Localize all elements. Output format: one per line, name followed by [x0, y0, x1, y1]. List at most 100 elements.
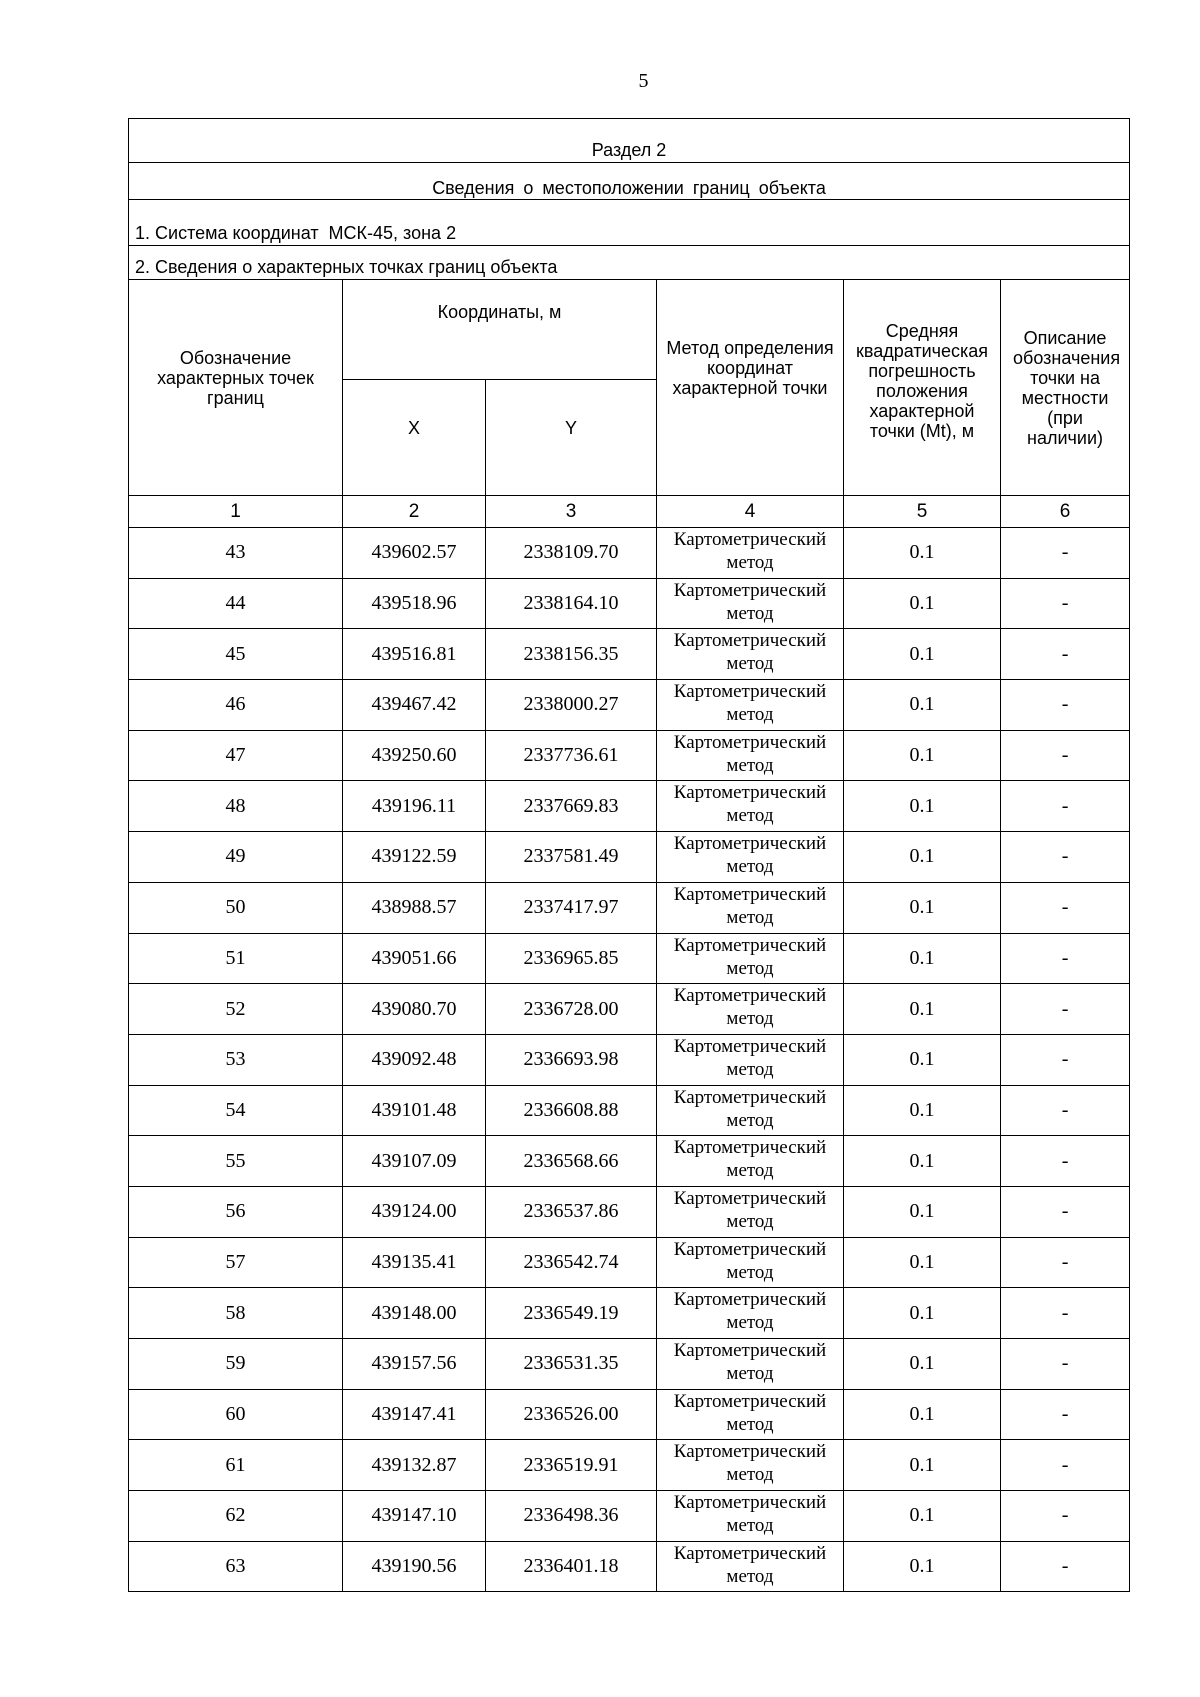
description-cell: - — [999, 1388, 1131, 1441]
boundary-points-table: Раздел 2 Сведения о местоположении грани… — [127, 118, 1131, 1593]
table-row: 59 439157.56 2336531.35 Картометрический ме… — [128, 1338, 1131, 1390]
method-text: Картометрический метод — [673, 681, 827, 726]
table-row: 48 439196.11 2337669.83 Картометрический ме… — [128, 780, 1131, 833]
method-cell: Картометрический метод — [656, 1185, 844, 1238]
method-cell: Картометрический метод — [656, 1540, 844, 1593]
description-cell: - — [999, 1287, 1131, 1339]
coord-x-cell: 439107.09 — [342, 1135, 486, 1187]
section-subtitle: Сведения о местоположении границ объекта — [127, 162, 1131, 200]
table-row: 54 439101.48 2336608.88 Картометрический ме… — [128, 1084, 1131, 1137]
method-text: Картометрический метод — [673, 529, 827, 573]
method-cell: Картометрический метод — [656, 780, 844, 833]
coord-y-cell: 2338000.27 — [485, 679, 657, 731]
header-designation: Обозначение характерных точек границ — [128, 279, 343, 496]
table-row: 58 439148.00 2336549.19 Картометрический ме… — [128, 1287, 1131, 1339]
coord-x-cell: 439132.87 — [342, 1439, 486, 1492]
method-text: Картометрический метод — [673, 985, 827, 1030]
method-cell: Картометрический метод — [656, 628, 844, 681]
method-cell: Картометрический метод — [656, 1236, 844, 1289]
coord-y-cell: 2336519.91 — [485, 1439, 657, 1492]
description-cell: - — [999, 983, 1131, 1035]
method-cell: Картометрический метод — [656, 679, 844, 731]
method-cell: Картометрический метод — [656, 1135, 844, 1187]
point-id-cell: 51 — [128, 932, 343, 985]
accuracy-cell: 0.1 — [843, 831, 1001, 883]
accuracy-cell: 0.1 — [843, 881, 1001, 934]
method-text: Картометрический метод — [673, 1035, 827, 1080]
coord-y-cell: 2337417.97 — [485, 881, 657, 934]
point-id-cell: 44 — [128, 577, 343, 630]
coord-y-cell: 2336965.85 — [485, 932, 657, 985]
method-text: Картометрический метод — [673, 1238, 827, 1283]
method-text: Картометрический метод — [673, 630, 827, 675]
accuracy-cell: 0.1 — [843, 729, 1001, 782]
coord-x-cell: 439101.48 — [342, 1084, 486, 1137]
coord-x-cell: 439135.41 — [342, 1236, 486, 1289]
point-id-cell: 47 — [128, 729, 343, 782]
table-row: 57 439135.41 2336542.74 Картометрический ме… — [128, 1236, 1131, 1289]
point-id-cell: 56 — [128, 1185, 343, 1238]
method-cell: Картометрический метод — [656, 1388, 844, 1441]
points-heading: 2. Сведения о характерных точках границ … — [127, 245, 1131, 280]
accuracy-cell: 0.1 — [843, 1388, 1001, 1441]
coord-y-cell: 2336498.36 — [485, 1490, 657, 1542]
method-text: Картометрический метод — [673, 1492, 827, 1537]
method-text: Картометрический метод — [673, 883, 827, 928]
accuracy-cell: 0.1 — [843, 1236, 1001, 1289]
coord-y-cell: 2338109.70 — [485, 527, 657, 579]
description-cell: - — [999, 831, 1131, 883]
table-row: 47 439250.60 2337736.61 Картометрический ме… — [128, 729, 1131, 782]
table-row: 51 439051.66 2336965.85 Картометрический ме… — [128, 932, 1131, 985]
method-text: Картометрический метод — [673, 782, 827, 827]
point-id-cell: 54 — [128, 1084, 343, 1137]
method-cell: Картометрический метод — [656, 1338, 844, 1390]
coord-y-cell: 2336549.19 — [485, 1287, 657, 1339]
point-id-cell: 63 — [128, 1540, 343, 1593]
coord-x-cell: 439190.56 — [342, 1540, 486, 1593]
description-cell: - — [999, 628, 1131, 681]
coord-y-cell: 2336568.66 — [485, 1135, 657, 1187]
coord-x-cell: 439147.41 — [342, 1388, 486, 1441]
point-id-cell: 57 — [128, 1236, 343, 1289]
method-cell: Картометрический метод — [656, 831, 844, 883]
description-cell: - — [999, 729, 1131, 782]
coord-y-cell: 2336728.00 — [485, 983, 657, 1035]
method-cell: Картометрический метод — [656, 527, 844, 579]
coord-x-cell: 439080.70 — [342, 983, 486, 1035]
accuracy-cell: 0.1 — [843, 1439, 1001, 1492]
column-number: 1 — [128, 495, 343, 528]
method-text: Картометрический метод — [673, 1086, 827, 1131]
coord-y-cell: 2338156.35 — [485, 628, 657, 681]
method-cell: Картометрический метод — [656, 983, 844, 1035]
coord-x-cell: 439051.66 — [342, 932, 486, 985]
coord-y-cell: 2336526.00 — [485, 1388, 657, 1441]
coord-y-cell: 2336608.88 — [485, 1084, 657, 1137]
coord-y-cell: 2337669.83 — [485, 780, 657, 833]
accuracy-cell: 0.1 — [843, 932, 1001, 985]
coord-y-cell: 2337736.61 — [485, 729, 657, 782]
coord-x-cell: 439147.10 — [342, 1490, 486, 1542]
page-number: 5 — [638, 70, 649, 92]
table-row: 56 439124.00 2336537.86 Картометрический ме… — [128, 1185, 1131, 1238]
point-id-cell: 43 — [128, 527, 343, 579]
point-id-cell: 61 — [128, 1439, 343, 1492]
coord-x-cell: 439518.96 — [342, 577, 486, 630]
description-cell: - — [999, 679, 1131, 731]
table-row: 60 439147.41 2336526.00 Картометрический ме… — [128, 1388, 1131, 1441]
coord-y-cell: 2338164.10 — [485, 577, 657, 630]
point-id-cell: 62 — [128, 1490, 343, 1542]
coord-y-cell: 2337581.49 — [485, 831, 657, 883]
method-cell: Картометрический метод — [656, 1033, 844, 1086]
coord-y-cell: 2336693.98 — [485, 1033, 657, 1086]
table-row: 52 439080.70 2336728.00 Картометрический ме… — [128, 983, 1131, 1035]
method-text: Картометрический метод — [673, 1390, 827, 1435]
header-x: X — [342, 379, 486, 496]
coord-x-cell: 439092.48 — [342, 1033, 486, 1086]
coord-x-cell: 439516.81 — [342, 628, 486, 681]
method-cell: Картометрический метод — [656, 577, 844, 630]
description-cell: - — [999, 527, 1131, 579]
method-text: Картометрический метод — [673, 1289, 827, 1334]
method-cell: Картометрический метод — [656, 932, 844, 985]
point-id-cell: 55 — [128, 1135, 343, 1187]
method-cell: Картометрический метод — [656, 1490, 844, 1542]
